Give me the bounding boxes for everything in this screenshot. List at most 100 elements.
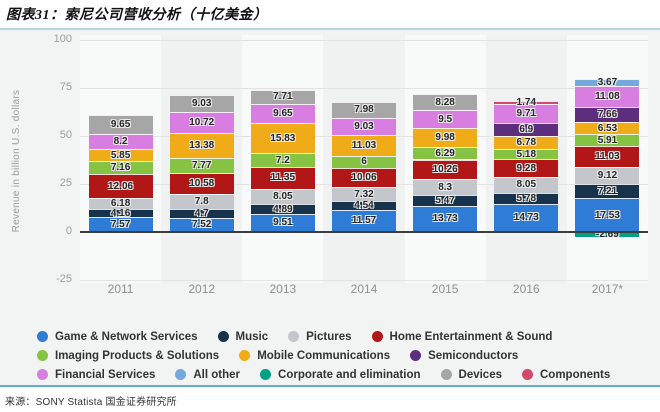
bar-value-label: 8.05 bbox=[273, 191, 293, 203]
bar-value-label: 11.35 bbox=[270, 172, 296, 184]
figure-title: 图表31：索尼公司营收分析（十亿美金） bbox=[6, 7, 268, 23]
legend-item-components: Components bbox=[522, 369, 610, 381]
legend-item-mobile: Mobile Communications bbox=[239, 350, 390, 362]
bar-value-label: 5.91 bbox=[597, 134, 618, 146]
gridline bbox=[80, 280, 648, 281]
bar-value-label: 10.58 bbox=[189, 177, 215, 189]
bar-segment: 7.98 bbox=[332, 102, 396, 118]
bar-value-label: 9.12 bbox=[597, 170, 618, 182]
y-tick-label: 50 bbox=[59, 129, 72, 141]
legend-item-music: Music bbox=[217, 330, 269, 343]
bar-value-label: 12.06 bbox=[108, 180, 134, 192]
plot-area: Revenue in billion U.S. dollars 100 75 50 2… bbox=[0, 30, 660, 320]
bar-segment: 6 bbox=[332, 156, 396, 168]
bar-value-label: 1.74 bbox=[516, 97, 537, 109]
bar-value-label: 9.03 bbox=[354, 120, 374, 132]
bar-value-label: 13.73 bbox=[432, 213, 458, 225]
x-tick-label: 2012 bbox=[188, 282, 216, 296]
bar-segment: 8.2 bbox=[88, 133, 153, 150]
bar-segment: 5.78 bbox=[494, 192, 559, 204]
x-tick-label: 2016 bbox=[512, 282, 540, 296]
bar-value-label: 8.3 bbox=[438, 181, 453, 193]
bar-segment: -2.69 bbox=[575, 229, 640, 240]
legend-dot-icon bbox=[288, 331, 300, 342]
bar-segment: 8.3 bbox=[413, 179, 478, 196]
bar-value-label: 6.78 bbox=[516, 137, 537, 149]
legend-label: Pictures bbox=[306, 330, 352, 343]
bar-value-label: 7.32 bbox=[354, 188, 374, 200]
legend-label: Devices bbox=[458, 368, 502, 381]
bar-value-label: 9.28 bbox=[516, 162, 537, 174]
bar-value-label: 6.29 bbox=[435, 147, 455, 159]
bar-value-label: 5.47 bbox=[435, 194, 455, 206]
bar-segment: 9.98 bbox=[413, 128, 478, 148]
bar-segment: 6.53 bbox=[575, 121, 640, 135]
bar-segment: 4.89 bbox=[250, 203, 315, 215]
bar-value-label: 9.65 bbox=[273, 108, 293, 120]
legend-item-imaging: Imaging Products & Solutions bbox=[37, 350, 219, 362]
x-tick-label: 2013 bbox=[269, 282, 297, 296]
bar-value-label: 7.98 bbox=[354, 104, 374, 116]
legend-label: Music bbox=[235, 330, 269, 343]
bar-value-label: 4.89 bbox=[273, 203, 293, 215]
bar-value-label: 11.03 bbox=[595, 150, 620, 162]
bar-value-label: 6.18 bbox=[110, 198, 131, 210]
bar-value-label: 9.03 bbox=[191, 97, 212, 109]
bar-segment: 10.26 bbox=[413, 159, 478, 180]
x-tick-label: 2015 bbox=[431, 282, 459, 296]
bar-segment: 15.83 bbox=[250, 122, 315, 154]
y-tick-label: 0 bbox=[65, 225, 72, 237]
chart-legend: Game & Network Services Music Pictures Home… bbox=[0, 327, 660, 384]
bar-segment: 9.03 bbox=[332, 117, 396, 135]
legend-item-semi: Semiconductors bbox=[410, 350, 518, 362]
bar-segment: 4.7 bbox=[169, 208, 234, 219]
bar-segment: 1.74 bbox=[494, 97, 559, 108]
bar-segment: 10.06 bbox=[332, 167, 396, 187]
bar-value-label: 6 bbox=[361, 156, 367, 168]
y-axis-title: Revenue in billion U.S. dollars bbox=[11, 89, 22, 233]
bar-segment: 9.65 bbox=[88, 115, 153, 134]
bar-value-label: 10.72 bbox=[189, 116, 215, 128]
bar-value-label: 7.8 bbox=[194, 195, 209, 207]
bar-segment: 9.12 bbox=[575, 166, 640, 185]
bar-segment: 6.18 bbox=[88, 197, 153, 210]
y-tick-label: 75 bbox=[59, 81, 72, 93]
figure-header: 图表31：索尼公司营收分析（十亿美金） bbox=[0, 0, 660, 27]
legend-label: All other bbox=[193, 368, 241, 381]
legend-dot-icon bbox=[37, 350, 48, 361]
legend-item-corporate: Corporate and elimination bbox=[260, 369, 421, 381]
legend-item-game: Game & Network Services bbox=[37, 331, 198, 343]
legend-dot-icon bbox=[371, 331, 383, 342]
legend-label: Game & Network Services bbox=[55, 330, 198, 343]
bar-value-label: 14.73 bbox=[513, 212, 539, 224]
bar-segment: 8.05 bbox=[250, 188, 315, 205]
bar-segment: 13.73 bbox=[413, 205, 478, 232]
bar-segment: 9.28 bbox=[494, 159, 559, 178]
bar-value-label: 7.71 bbox=[273, 91, 293, 103]
bar-segment: 6.9 bbox=[494, 123, 559, 137]
bar-segment: 5.18 bbox=[494, 149, 559, 160]
legend-label: Imaging Products & Solutions bbox=[55, 349, 220, 362]
legend-dot-icon bbox=[260, 369, 272, 380]
bar-segment: 12.06 bbox=[88, 174, 153, 198]
bar-segment: 11.03 bbox=[332, 135, 396, 157]
bar-segment: 5.85 bbox=[88, 149, 153, 161]
y-tick-label: 100 bbox=[53, 33, 72, 45]
legend-label: Corporate and elimination bbox=[278, 368, 421, 381]
bar-segment: 11.03 bbox=[575, 145, 640, 167]
bar-segment: 7.71 bbox=[250, 89, 315, 105]
bar-value-label: 4.16 bbox=[110, 207, 131, 219]
legend-item-allother: All other bbox=[175, 369, 240, 381]
legend-dot-icon bbox=[410, 350, 422, 361]
bar-value-label: 6.9 bbox=[519, 124, 534, 136]
bar-segment: 7.32 bbox=[332, 187, 396, 202]
bar-segment: 7.16 bbox=[88, 160, 153, 175]
bar-value-label: 7.2 bbox=[275, 154, 290, 166]
bar-value-label: 13.38 bbox=[189, 139, 215, 151]
bar-value-label: 9.98 bbox=[435, 132, 455, 144]
bar-segment: 7.2 bbox=[250, 153, 315, 168]
bar-value-label: 8.28 bbox=[435, 96, 455, 108]
gridline bbox=[80, 40, 648, 41]
chart-panel: Revenue in billion U.S. dollars 100 75 50 2… bbox=[0, 28, 660, 387]
legend-item-devices: Devices bbox=[440, 368, 502, 381]
